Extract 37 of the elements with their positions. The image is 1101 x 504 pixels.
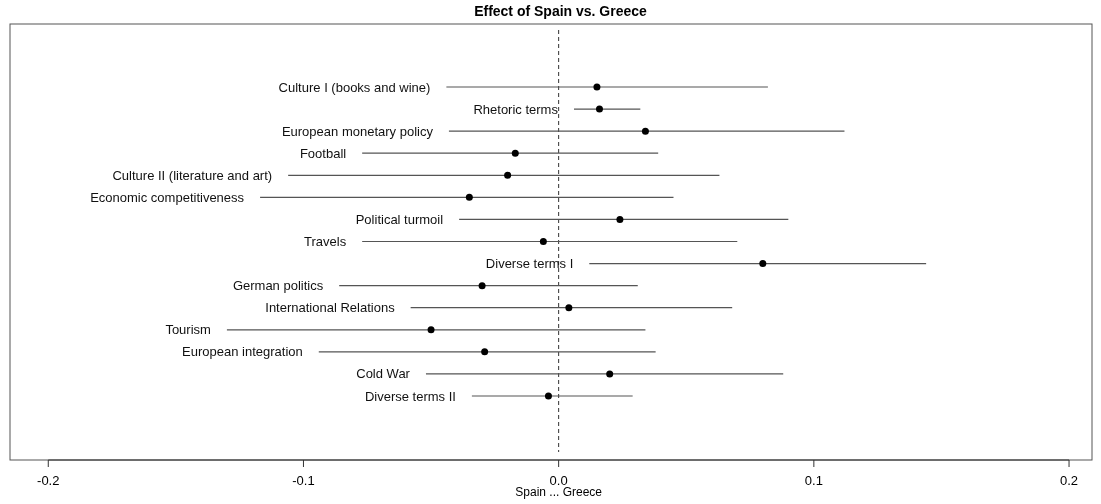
point (478, 282, 486, 290)
point (606, 370, 614, 378)
y-tick-label: Culture I (books and wine) (278, 79, 431, 95)
point (427, 326, 435, 334)
point (511, 149, 519, 157)
y-tick-label: International Relations (265, 300, 396, 316)
y-tick-label: Football (299, 145, 347, 161)
y-tick-label: Diverse terms II (364, 388, 456, 404)
y-tick-label: European monetary policy (281, 123, 434, 139)
point (593, 83, 601, 91)
y-tick-label: European integration (182, 344, 303, 360)
x-tick-label: 0.2 (1059, 473, 1079, 488)
point (595, 105, 603, 113)
y-tick-label: German politics (232, 278, 324, 294)
x-axis-title: Spain ... Greece (515, 485, 603, 499)
y-tick-label: Political turmoil (355, 211, 444, 227)
x-tick-label: -0.1 (292, 473, 315, 488)
point (504, 171, 512, 179)
y-tick-label: Travels (304, 234, 347, 250)
x-tick-label: -0.2 (37, 473, 60, 488)
point (616, 215, 624, 223)
point (481, 348, 489, 356)
y-tick-label: Culture II (literature and art) (112, 167, 273, 183)
y-tick-label: Rhetoric terms (473, 101, 559, 117)
point (641, 127, 649, 135)
point (565, 304, 573, 312)
point (539, 238, 547, 245)
y-tick-label: Diverse terms I (485, 256, 574, 272)
point (759, 260, 767, 268)
y-tick-label: Tourism (165, 322, 211, 338)
y-tick-label: Cold War (356, 366, 411, 382)
point (465, 193, 473, 201)
point (544, 392, 552, 400)
x-tick-label: 0.0 (549, 473, 568, 488)
x-tick-label: 0.1 (804, 473, 823, 488)
chart-title: Effect of Spain vs. Greece (474, 3, 648, 19)
y-tick-label: Economic competitiveness (90, 189, 245, 205)
